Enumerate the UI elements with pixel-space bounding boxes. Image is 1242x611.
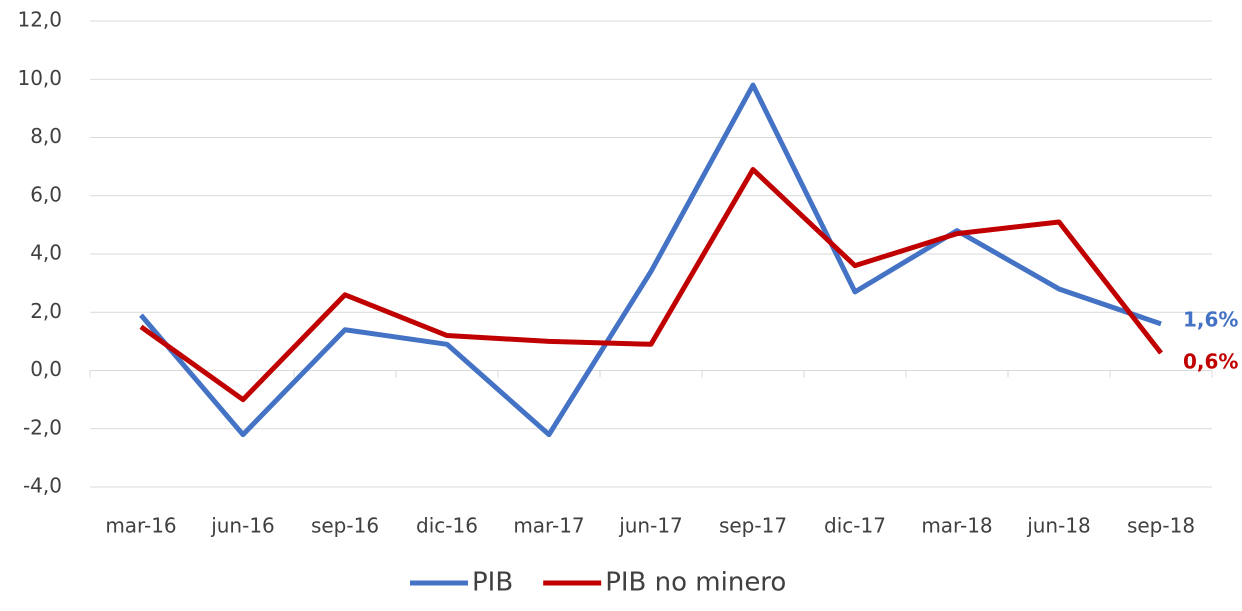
x-tick-label: mar-16 [105,514,176,538]
data-label: 1,6% [1183,307,1238,331]
x-tick-label: jun-18 [1026,514,1091,538]
legend-label: PIB no minero [605,568,786,598]
y-tick-label: -2,0 [23,415,62,439]
y-tick-label: 10,0 [17,66,62,90]
x-tick-label: sep-18 [1127,514,1195,538]
y-tick-label: 8,0 [30,124,62,148]
x-tick-label: sep-17 [719,514,787,538]
y-tick-label: 6,0 [30,182,62,206]
x-tick-label: sep-16 [311,514,379,538]
x-tick-label: dic-17 [824,514,886,538]
data-label: 0,6% [1183,350,1238,374]
x-tick-label: jun-16 [210,514,275,538]
legend-label: PIB [472,568,513,598]
y-tick-label: 2,0 [30,299,62,323]
series-line [139,167,1163,403]
x-tick-label: dic-16 [416,514,478,538]
x-tick-label: mar-18 [921,514,992,538]
y-tick-label: -4,0 [23,474,62,498]
y-tick-label: 4,0 [30,241,62,265]
x-tick-label: mar-17 [513,514,584,538]
series-line [139,82,1162,438]
y-tick-label: 12,0 [17,8,62,32]
y-tick-label: 0,0 [30,357,62,381]
x-tick-label: jun-17 [618,514,683,538]
